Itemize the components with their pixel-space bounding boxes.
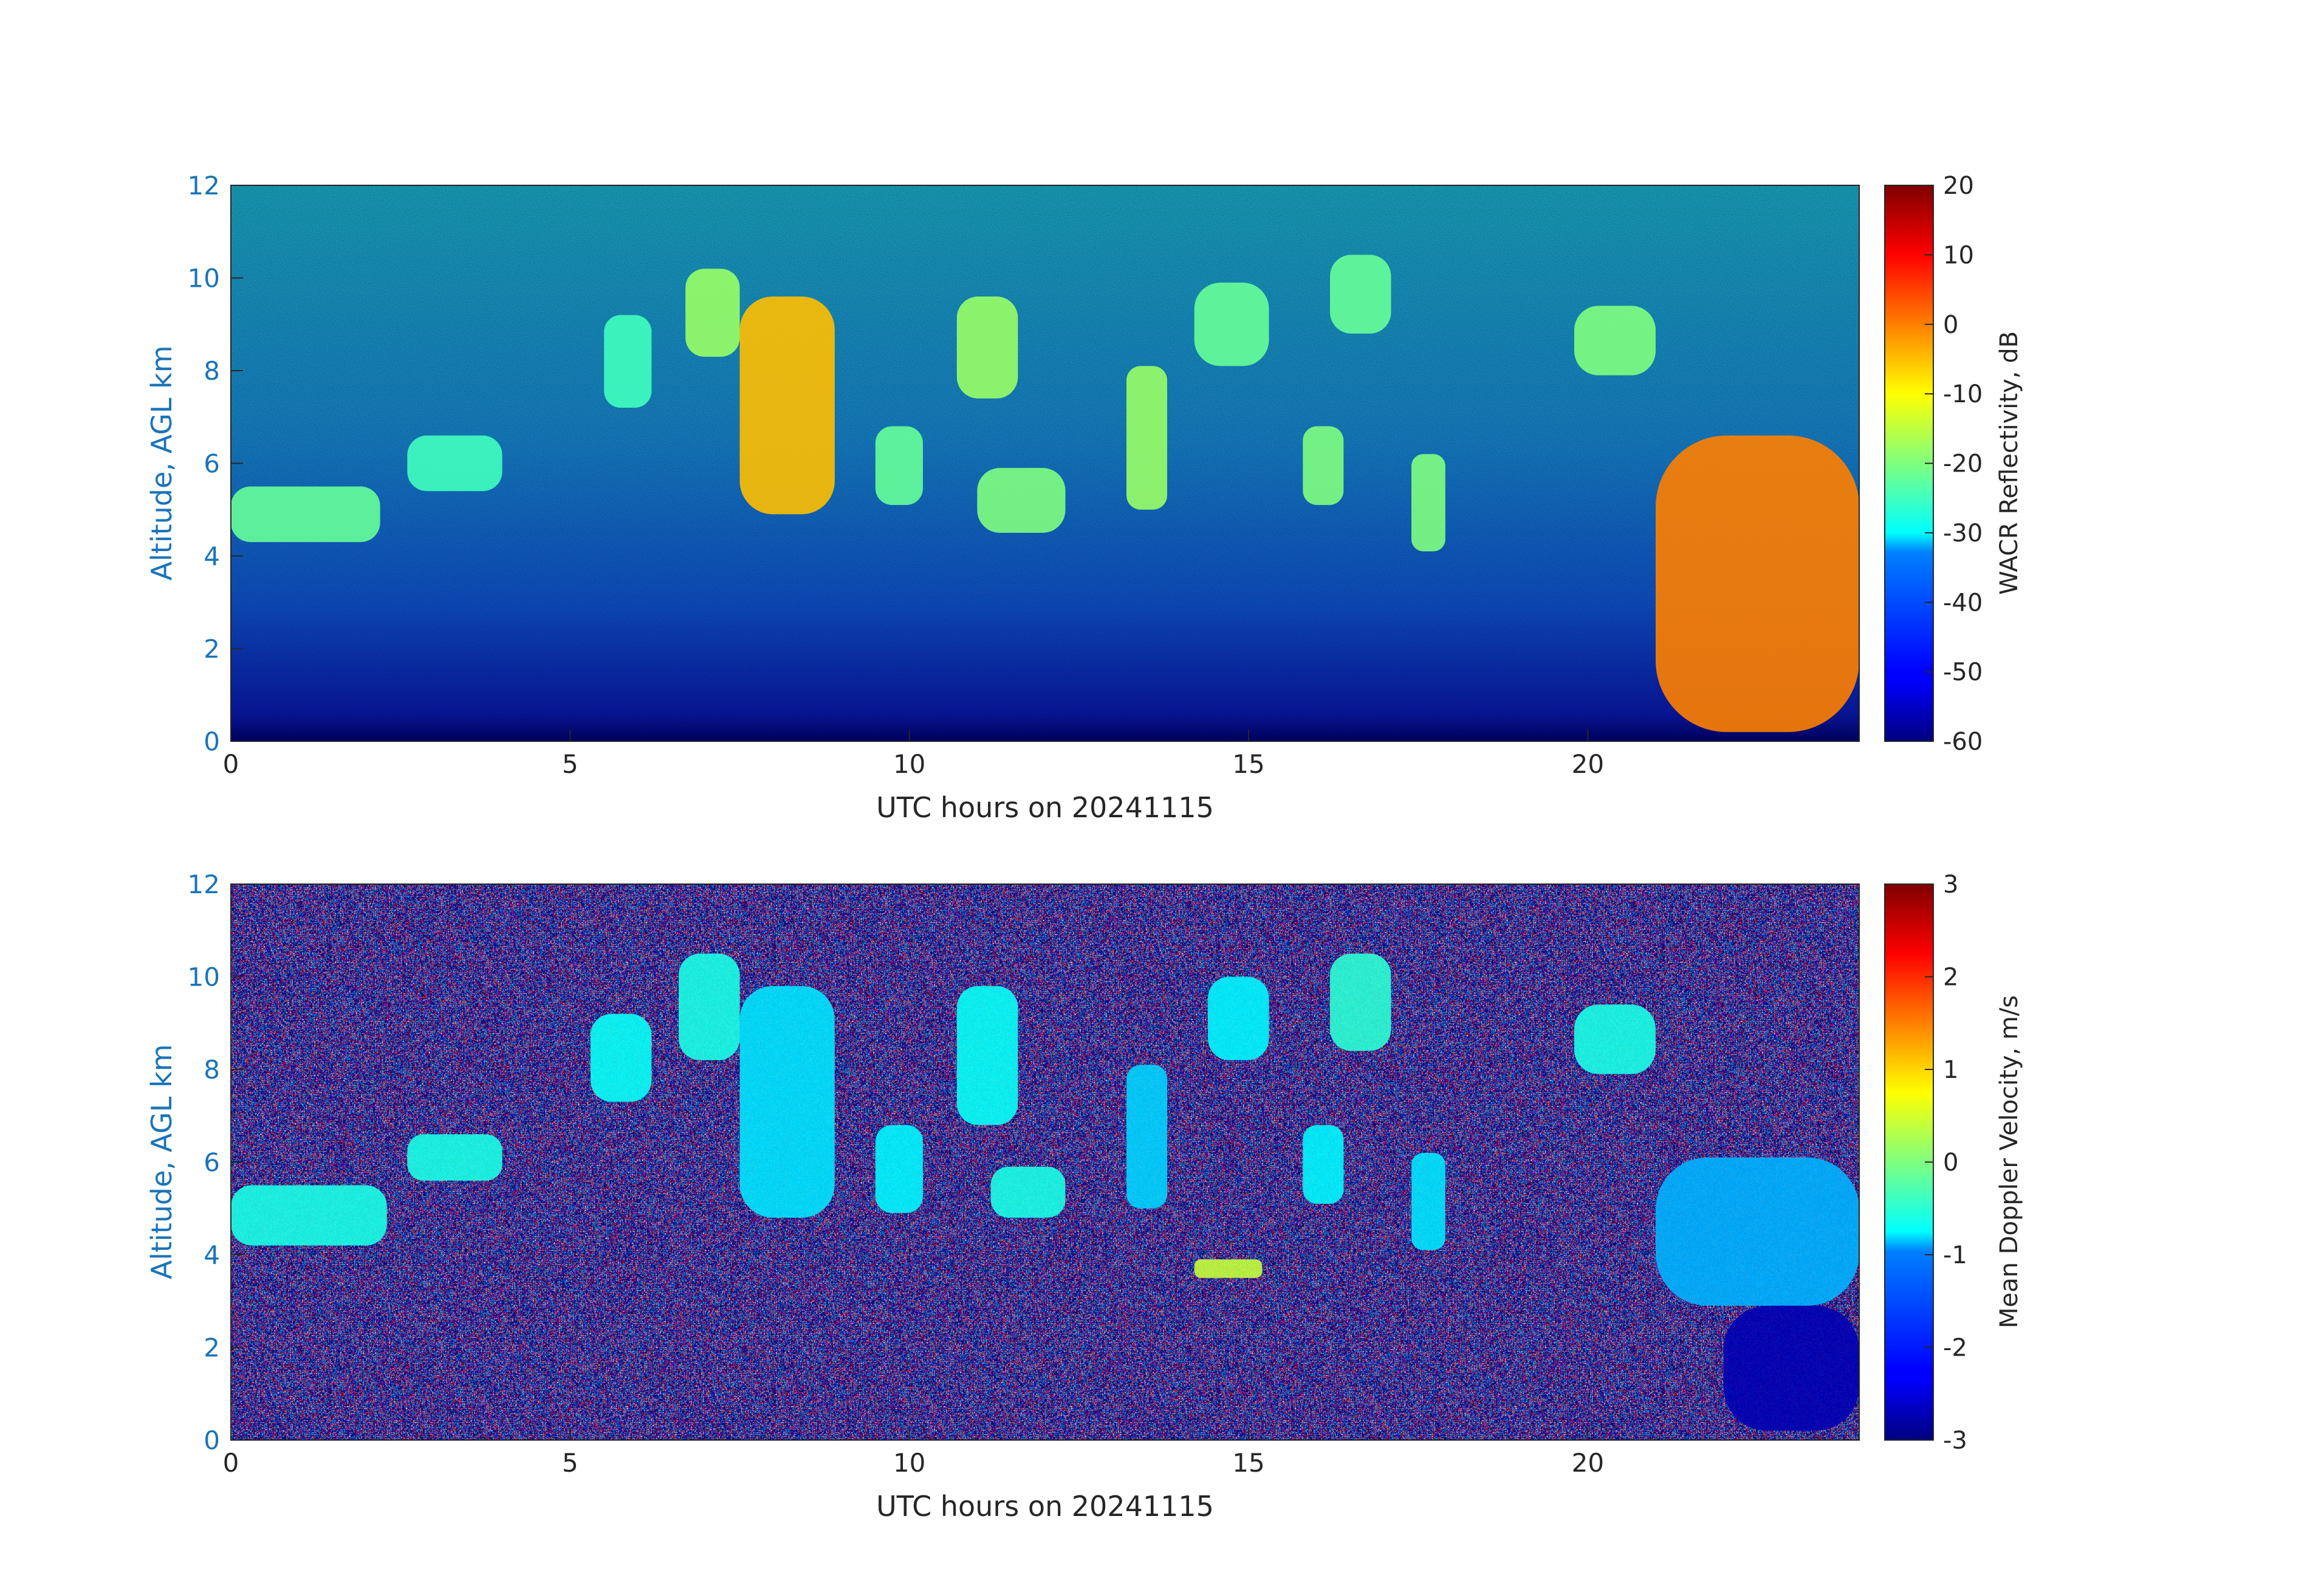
y-tick-label: 10: [188, 962, 220, 992]
colorbar-tick-label: -40: [1943, 589, 1983, 617]
echo-region: [231, 486, 380, 543]
echo-region: [1126, 366, 1167, 510]
echo-region: [1723, 1305, 1859, 1431]
y-tick-label: 2: [204, 1333, 220, 1363]
velocity-y-axis-label: Altitude, AGL km: [145, 1044, 178, 1279]
y-tick-label: 0: [204, 727, 220, 756]
y-tick-label: 6: [204, 1148, 220, 1178]
echo-region: [1656, 435, 1859, 732]
colorbar-tick-label: -50: [1943, 659, 1983, 687]
echo-region: [1411, 1153, 1445, 1250]
reflectivity-x-axis-label: UTC hours on 20241115: [876, 791, 1214, 824]
velocity-colorbar-label: Mean Doppler Velocity, m/s: [1995, 995, 2023, 1328]
x-tick-label: 15: [1232, 749, 1264, 779]
reflectivity-colorbar-ticks: 20 10 0 -10 -20 -30 -40 -50 -60: [1925, 172, 1983, 756]
x-tick-label: 5: [562, 749, 578, 779]
echo-region: [1574, 306, 1656, 376]
echo-region: [956, 297, 1018, 399]
colorbar-tick-label: 0: [1943, 1149, 1958, 1177]
reflectivity-echoes: [231, 255, 1859, 732]
colorbar-tick-label: -3: [1943, 1427, 1967, 1455]
echo-region: [739, 986, 835, 1218]
x-tick-label: 20: [1572, 749, 1604, 779]
x-tick-label: 0: [223, 749, 239, 779]
reflectivity-speckle: [231, 185, 1859, 741]
echo-region: [685, 269, 740, 357]
echo-region: [977, 468, 1066, 533]
echo-region: [1303, 426, 1344, 506]
echo-region: [739, 297, 835, 515]
x-tick-label: 20: [1572, 1448, 1604, 1478]
colorbar-tick-label: 10: [1943, 241, 1974, 269]
colorbar-tick-label: -20: [1943, 450, 1983, 478]
colorbar-tick-label: -1: [1943, 1241, 1967, 1269]
echo-region: [1194, 1259, 1263, 1278]
colorbar-tick-label: 20: [1943, 172, 1974, 200]
x-tick-label: 0: [223, 1448, 239, 1478]
echo-region: [1208, 976, 1269, 1060]
y-tick-label: 12: [188, 171, 220, 201]
echo-region: [875, 1125, 923, 1213]
colorbar-tick-label: 1: [1943, 1056, 1958, 1084]
colorbar-tick-label: -60: [1943, 728, 1983, 756]
y-tick-label: 8: [204, 356, 220, 386]
reflectivity-ticks: 0 5 10 15 20 0 2 4 6 8 10 12: [188, 171, 1605, 779]
echo-region: [1411, 454, 1445, 552]
echo-region: [604, 315, 652, 408]
echo-region: [1330, 953, 1391, 1051]
echo-region: [1194, 283, 1269, 366]
y-tick-label: 4: [204, 1240, 220, 1270]
echo-region: [407, 1134, 502, 1181]
colorbar-tick-label: -10: [1943, 380, 1983, 408]
echo-region: [407, 435, 502, 492]
colorbar-tick-label: -30: [1943, 520, 1983, 547]
velocity-colorbar-ticks: 3 2 1 0 -1 -2 -3: [1925, 871, 1967, 1455]
y-tick-label: 6: [204, 449, 220, 479]
x-tick-label: 15: [1232, 1448, 1264, 1478]
x-tick-label: 10: [893, 1448, 925, 1478]
x-tick-label: 10: [893, 749, 925, 779]
colorbar-tick-label: -2: [1943, 1334, 1967, 1362]
y-tick-label: 8: [204, 1055, 220, 1085]
echo-region: [231, 1185, 387, 1246]
echo-region: [1656, 1157, 1859, 1306]
colorbar-tick-label: 3: [1943, 871, 1958, 899]
echo-region: [679, 953, 740, 1060]
echo-region: [1303, 1125, 1344, 1204]
x-tick-label: 5: [562, 1448, 578, 1478]
y-tick-label: 2: [204, 634, 220, 664]
echo-region: [1126, 1065, 1167, 1209]
velocity-echoes: [231, 953, 1859, 1431]
echo-region: [1574, 1004, 1656, 1074]
reflectivity-panel: 0 5 10 15 20 0 2 4 6 8 10 12 Altitude, AGL km UTC h…: [145, 171, 2023, 824]
echo-region: [875, 426, 923, 506]
echo-region: [1330, 255, 1391, 334]
colorbar-tick-label: 2: [1943, 964, 1958, 992]
reflectivity-y-axis-label: Altitude, AGL km: [145, 345, 178, 580]
y-tick-label: 4: [204, 541, 220, 571]
echo-region: [990, 1167, 1066, 1218]
velocity-ticks: 0 5 10 15 20 0 2 4 6 8 10 12: [188, 870, 1605, 1478]
colorbar-tick-label: 0: [1943, 311, 1958, 339]
y-tick-label: 0: [204, 1425, 220, 1455]
y-tick-label: 12: [188, 870, 220, 899]
velocity-x-axis-label: UTC hours on 20241115: [876, 1490, 1214, 1523]
reflectivity-colorbar-label: WACR Reflectivity, dB: [1995, 331, 2023, 595]
echo-region: [590, 1014, 652, 1102]
echo-region: [956, 986, 1018, 1125]
velocity-noise-field: [231, 884, 1859, 1440]
y-tick-label: 10: [188, 264, 220, 293]
